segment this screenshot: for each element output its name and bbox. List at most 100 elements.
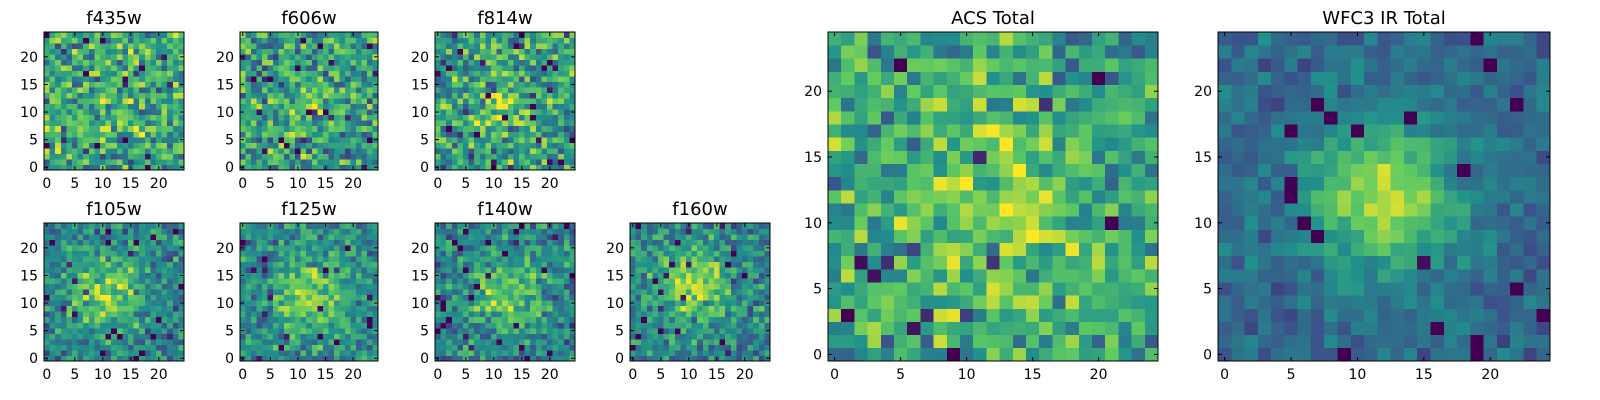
heatmap-cell <box>867 242 882 257</box>
heatmap-cell <box>946 203 961 217</box>
heatmap-cell <box>322 70 329 77</box>
heatmap-cell <box>702 355 709 362</box>
heatmap-cell <box>94 120 101 127</box>
heatmap-cell <box>284 228 291 235</box>
heatmap-cell <box>278 294 285 301</box>
heatmap-cell <box>541 333 548 340</box>
heatmap-cell <box>502 250 509 257</box>
heatmap-cell <box>161 223 168 229</box>
heatmap-cell <box>1118 321 1132 336</box>
heatmap-cell <box>730 278 737 285</box>
heatmap-cell <box>435 283 441 290</box>
heatmap-cell <box>88 59 95 66</box>
heatmap-cell <box>355 158 362 165</box>
heatmap-cell <box>714 239 720 246</box>
heatmap-cell <box>496 142 503 149</box>
heatmap-cell <box>245 239 252 246</box>
heatmap-cell <box>547 98 553 105</box>
heatmap-cell <box>946 242 961 257</box>
heatmap-cell <box>128 136 134 143</box>
heatmap-cell <box>289 114 296 121</box>
heatmap-cell <box>468 109 475 116</box>
heatmap-cell <box>317 81 324 88</box>
heatmap-cell <box>854 189 868 204</box>
heatmap-cell <box>541 245 548 251</box>
heatmap-cell <box>355 131 362 138</box>
heatmap-cell <box>646 349 653 356</box>
heatmap-cell <box>167 142 174 149</box>
heatmap-cell <box>468 327 475 334</box>
heatmap-cell <box>758 294 765 301</box>
heatmap-cell <box>366 142 373 149</box>
heatmap-cell <box>513 120 520 127</box>
heatmap-cell <box>372 261 379 268</box>
heatmap-cell <box>251 103 257 110</box>
heatmap-cell <box>161 32 168 38</box>
heatmap-cell <box>474 158 481 165</box>
heatmap-cell <box>72 278 78 285</box>
heatmap-cell <box>94 278 101 285</box>
heatmap-cell <box>133 250 140 257</box>
heatmap-cell <box>105 228 112 235</box>
heatmap-cell <box>479 109 486 116</box>
heatmap-cell <box>284 349 291 356</box>
heatmap-cell <box>1131 176 1146 191</box>
heatmap-cell <box>468 54 475 60</box>
heatmap-cell <box>519 76 525 83</box>
heatmap-cell <box>77 158 84 165</box>
heatmap-cell <box>547 158 553 165</box>
heatmap-cell <box>535 136 542 143</box>
heatmap-cell <box>311 158 318 165</box>
heatmap-cell <box>468 355 475 362</box>
heatmap-cell <box>474 250 481 257</box>
heatmap-cell <box>328 349 335 356</box>
heatmap-cell <box>355 283 362 290</box>
heatmap-cell <box>150 256 157 263</box>
heatmap-cell <box>1092 321 1106 336</box>
heatmap-cell <box>60 43 67 49</box>
heatmap-cell <box>289 327 296 334</box>
heatmap-cell <box>719 322 726 329</box>
heatmap-cell <box>558 267 565 274</box>
heatmap-cell <box>273 344 280 351</box>
heatmap-cell <box>262 311 268 318</box>
heatmap-cell <box>355 120 362 127</box>
heatmap-cell <box>474 81 481 88</box>
heatmap-cell <box>973 203 987 217</box>
heatmap-cell <box>541 147 548 154</box>
heatmap-cell <box>513 289 520 296</box>
heatmap-cell <box>635 305 642 312</box>
heatmap-cell <box>764 278 771 285</box>
heatmap-cell <box>77 355 84 362</box>
heatmap-cell <box>339 48 346 55</box>
heatmap-cell <box>361 32 368 38</box>
heatmap-cell <box>730 245 737 251</box>
heatmap-cell <box>491 278 497 285</box>
heatmap-cell <box>317 48 324 55</box>
heatmap-cell <box>267 43 274 49</box>
heatmap-cell <box>496 344 503 351</box>
heatmap-cell <box>289 37 296 44</box>
heatmap-cell <box>150 322 157 329</box>
heatmap-cell <box>328 316 335 323</box>
heatmap-cell <box>714 250 720 257</box>
heatmap-cell <box>680 355 687 362</box>
heatmap-cell <box>474 283 481 290</box>
heatmap-cell <box>697 267 704 274</box>
heatmap-cell <box>435 316 441 323</box>
heatmap-cell <box>322 158 329 165</box>
heatmap-cell <box>83 48 90 55</box>
heatmap-cell <box>267 338 274 345</box>
heatmap-cell <box>55 131 62 138</box>
heatmap-cell <box>569 261 576 268</box>
heatmap-cell <box>133 272 140 279</box>
heatmap-cell <box>986 255 1000 270</box>
heatmap-cell <box>66 147 73 154</box>
heatmap-cell <box>44 278 50 285</box>
heatmap-cell <box>150 76 157 83</box>
heatmap-cell <box>828 282 842 296</box>
heatmap-cell <box>156 300 162 307</box>
heatmap-cell <box>491 131 497 138</box>
heatmap-cell <box>94 305 101 312</box>
heatmap-cell <box>344 256 351 263</box>
